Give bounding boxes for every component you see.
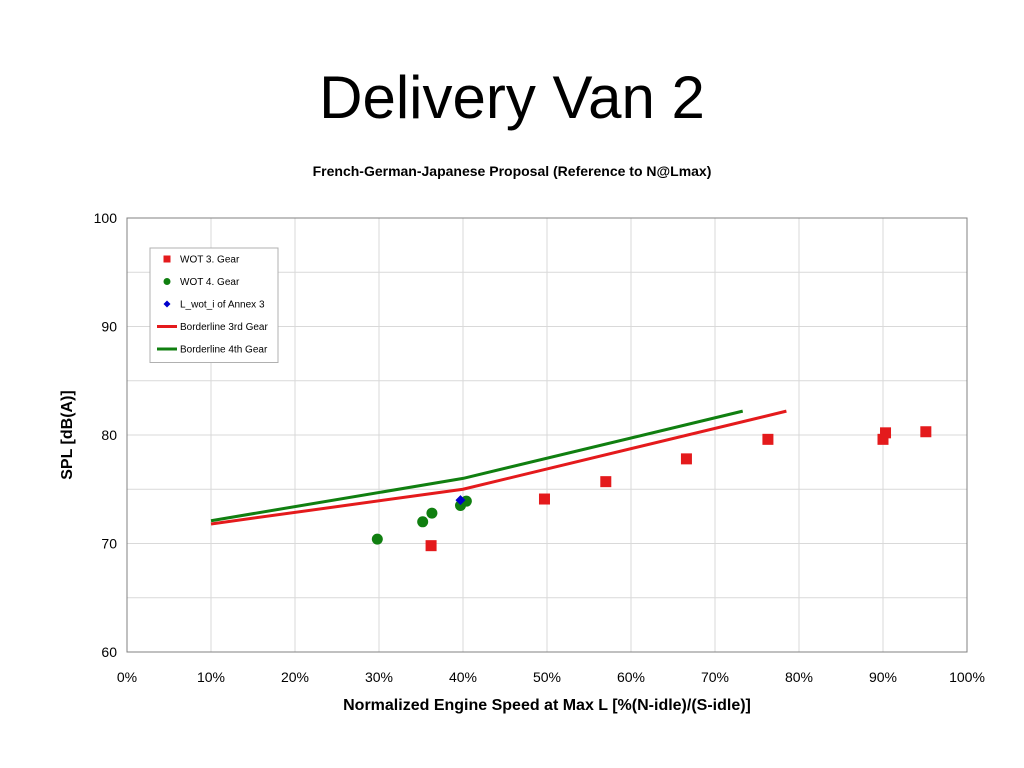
x-tick-labels: 0% 10% 20% 30% 40% 50% 60% 70% 80% 90% 100% <box>117 669 985 685</box>
legend-swatch <box>163 300 171 308</box>
legend-box <box>149 247 279 363</box>
x-tick-label: 80% <box>785 669 813 685</box>
x-tick-label: 30% <box>365 669 393 685</box>
data-point <box>538 493 550 505</box>
series-layer <box>210 409 932 552</box>
legend: WOT 3. Gear WOT 4. Gear L_wot_i of Annex 3… <box>149 247 279 363</box>
x-tick-label: 40% <box>449 669 477 685</box>
series-points <box>371 495 472 545</box>
y-tick-label: 70 <box>101 536 117 552</box>
y-tick-label: 90 <box>101 319 117 335</box>
series-line <box>210 409 787 526</box>
data-point <box>762 433 774 445</box>
x-tick-label: 60% <box>617 669 645 685</box>
legend-label: WOT 4. Gear <box>180 277 240 288</box>
data-point <box>425 540 437 552</box>
y-tick-labels: 60 70 80 90 100 <box>94 210 118 660</box>
x-tick-label: 90% <box>869 669 897 685</box>
data-point <box>417 516 429 528</box>
legend-label: WOT 3. Gear <box>180 255 240 266</box>
data-point <box>600 476 612 488</box>
x-tick-label: 10% <box>197 669 225 685</box>
series-points <box>425 426 932 552</box>
x-tick-label: 70% <box>701 669 729 685</box>
x-tick-label: 50% <box>533 669 561 685</box>
legend-label: Borderline 3rd Gear <box>180 322 268 333</box>
slide-title: Delivery Van 2 <box>319 64 705 131</box>
y-tick-label: 100 <box>94 210 118 226</box>
legend-swatch <box>163 255 171 263</box>
legend-label: L_wot_i of Annex 3 <box>180 300 265 311</box>
series-line <box>210 409 744 523</box>
y-tick-label: 80 <box>101 427 117 443</box>
plot-frame <box>126 217 968 653</box>
legend-label: Borderline 4th Gear <box>180 345 268 356</box>
y-tick-label: 60 <box>101 644 117 660</box>
x-axis-label: Normalized Engine Speed at Max L [%(N-id… <box>343 697 751 714</box>
data-point <box>877 433 889 445</box>
chart-title: French-German-Japanese Proposal (Referen… <box>312 163 712 179</box>
data-point <box>455 495 466 506</box>
x-tick-label: 0% <box>117 669 137 685</box>
data-point <box>680 453 692 465</box>
data-point <box>920 426 932 438</box>
legend-swatch <box>163 278 171 285</box>
data-point <box>880 427 892 439</box>
data-point <box>426 507 438 519</box>
x-tick-label: 20% <box>281 669 309 685</box>
series-points <box>455 495 466 506</box>
data-point <box>371 533 383 545</box>
x-tick-label: 100% <box>949 669 985 685</box>
